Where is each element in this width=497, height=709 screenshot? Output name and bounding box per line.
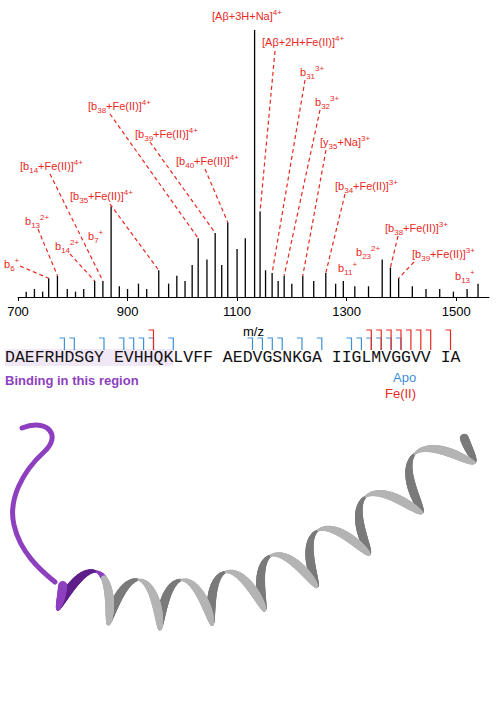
- svg-text:b232+: b232+: [356, 244, 380, 261]
- svg-text:[b40+Fe(II)]4+: [b40+Fe(II)]4+: [176, 153, 239, 170]
- svg-text:Apo: Apo: [393, 370, 416, 385]
- svg-text:[b14+Fe(II)]4+: [b14+Fe(II)]4+: [20, 158, 83, 175]
- svg-text:1300: 1300: [332, 304, 361, 319]
- svg-text:Fe(II): Fe(II): [385, 386, 416, 401]
- svg-text:700: 700: [7, 304, 29, 319]
- svg-text:900: 900: [117, 304, 139, 319]
- svg-text:[b38+Fe(II)]3+: [b38+Fe(II)]3+: [385, 220, 448, 237]
- svg-text:b323+: b323+: [315, 94, 339, 111]
- svg-text:[b38+Fe(II)]4+: [b38+Fe(II)]4+: [88, 98, 151, 115]
- svg-text:1500: 1500: [442, 304, 471, 319]
- svg-text:[b35+Fe(II)]4+: [b35+Fe(II)]4+: [70, 188, 133, 205]
- svg-text:[y35+Na]3+: [y35+Na]3+: [320, 134, 370, 151]
- svg-text:[b39+Fe(II)]3+: [b39+Fe(II)]3+: [412, 246, 475, 263]
- svg-text:[Aβ+3H+Na]4+: [Aβ+3H+Na]4+: [212, 8, 282, 22]
- svg-text:[Aβ+2H+Fe(II)]4+: [Aβ+2H+Fe(II)]4+: [262, 34, 344, 48]
- svg-text:m/z: m/z: [243, 324, 264, 339]
- svg-text:b6+: b6+: [4, 256, 20, 273]
- svg-text:b13+: b13+: [455, 268, 475, 285]
- svg-text:b11+: b11+: [338, 260, 357, 277]
- svg-text:b313+: b313+: [300, 64, 324, 81]
- svg-text:b7+: b7+: [88, 228, 104, 245]
- svg-text:DAEFRHDSGY EVHHQKLVFF AEDVGSNK: DAEFRHDSGY EVHHQKLVFF AEDVGSNKGA IIGLMVG…: [5, 348, 461, 367]
- svg-text:b132+: b132+: [25, 213, 49, 230]
- svg-text:[b39+Fe(II)]4+: [b39+Fe(II)]4+: [135, 126, 198, 143]
- svg-text:1100: 1100: [223, 304, 251, 319]
- svg-text:[b34+Fe(II)]3+: [b34+Fe(II)]3+: [335, 178, 398, 195]
- svg-text:Binding in this region: Binding in this region: [5, 373, 139, 388]
- svg-text:b142+: b142+: [55, 238, 79, 255]
